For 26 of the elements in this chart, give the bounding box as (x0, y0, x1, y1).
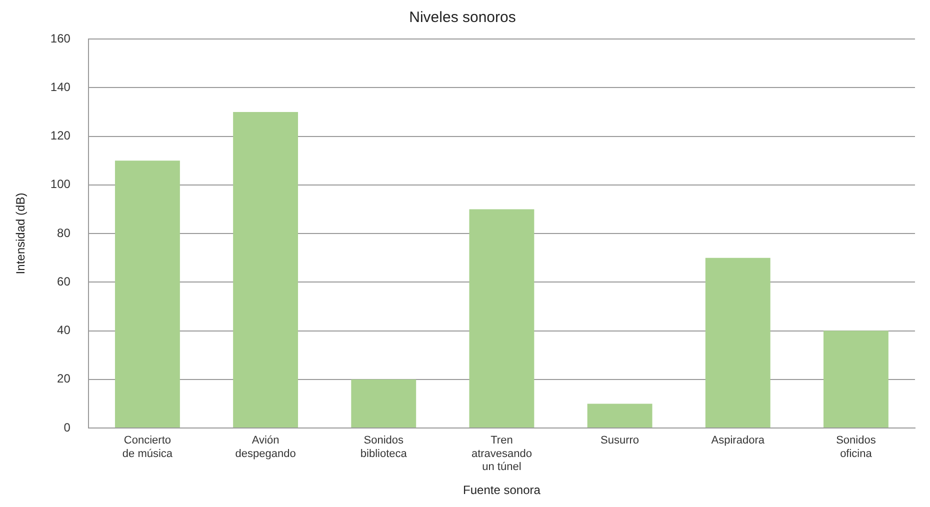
bar (705, 258, 770, 428)
y-tick-label: 60 (57, 274, 71, 288)
x-axis-title: Fuente sonora (463, 483, 541, 498)
bar (233, 112, 298, 428)
y-axis-title: Intensidad (dB) (14, 192, 28, 274)
y-tick-label: 40 (57, 323, 71, 338)
bar (823, 330, 888, 428)
y-tick-label: 160 (50, 31, 71, 46)
x-tick-label: Aspiradora (711, 434, 766, 447)
x-tick-label: Sonidos biblioteca (360, 434, 408, 460)
x-tick-label: Susurro (600, 434, 640, 447)
y-tick-label: 100 (50, 177, 71, 192)
y-tick-label: 140 (50, 80, 71, 94)
bar (114, 160, 180, 428)
bar (587, 404, 652, 428)
chart-title: Niveles sonoros (409, 9, 516, 26)
x-tick-label: Sonidos oficina (836, 434, 876, 460)
bar (351, 379, 416, 428)
y-tick-label: 0 (64, 420, 71, 434)
y-tick-label: 20 (57, 372, 71, 386)
y-tick-label: 80 (57, 226, 71, 240)
x-tick-label: Avión despegando (235, 434, 296, 460)
y-tick-label: 120 (50, 128, 71, 143)
x-tick-label: Tren atravesando un túnel (471, 434, 532, 474)
bar (469, 209, 534, 428)
x-tick-label: Concierto de música (122, 434, 174, 460)
